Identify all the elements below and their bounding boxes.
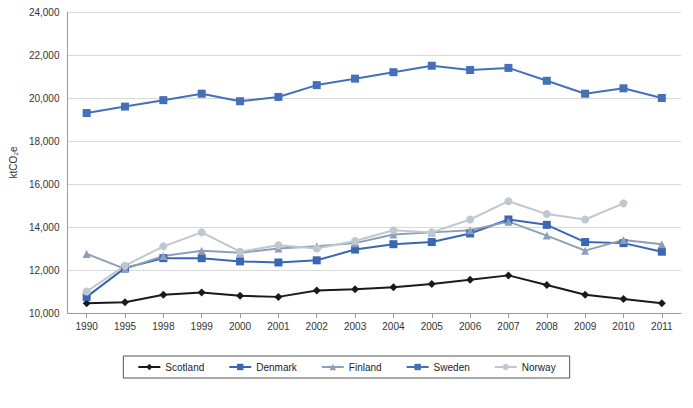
svg-text:Denmark: Denmark xyxy=(256,362,298,373)
svg-text:2004: 2004 xyxy=(382,321,405,332)
svg-text:2001: 2001 xyxy=(267,321,290,332)
svg-text:2009: 2009 xyxy=(574,321,597,332)
svg-text:24,000: 24,000 xyxy=(29,7,60,18)
svg-text:2005: 2005 xyxy=(421,321,444,332)
svg-text:18,000: 18,000 xyxy=(29,136,60,147)
svg-text:Scotland: Scotland xyxy=(165,362,204,373)
svg-text:2003: 2003 xyxy=(344,321,367,332)
svg-text:Finland: Finland xyxy=(349,362,382,373)
svg-text:1998: 1998 xyxy=(152,321,175,332)
svg-text:14,000: 14,000 xyxy=(29,222,60,233)
svg-text:2010: 2010 xyxy=(612,321,635,332)
svg-text:1995: 1995 xyxy=(114,321,137,332)
svg-text:2002: 2002 xyxy=(306,321,329,332)
svg-text:16,000: 16,000 xyxy=(29,179,60,190)
svg-text:Sweden: Sweden xyxy=(434,362,470,373)
svg-text:1990: 1990 xyxy=(76,321,99,332)
svg-text:2006: 2006 xyxy=(459,321,482,332)
svg-text:20,000: 20,000 xyxy=(29,93,60,104)
svg-text:2000: 2000 xyxy=(229,321,252,332)
svg-text:Norway: Norway xyxy=(522,362,556,373)
svg-text:10,000: 10,000 xyxy=(29,308,60,319)
svg-text:2007: 2007 xyxy=(497,321,520,332)
svg-text:1999: 1999 xyxy=(191,321,214,332)
svg-text:2011: 2011 xyxy=(651,321,673,332)
svg-text:22,000: 22,000 xyxy=(29,50,60,61)
svg-text:ktCO₂e: ktCO₂e xyxy=(8,146,19,179)
svg-text:2008: 2008 xyxy=(536,321,559,332)
svg-text:12,000: 12,000 xyxy=(29,265,60,276)
